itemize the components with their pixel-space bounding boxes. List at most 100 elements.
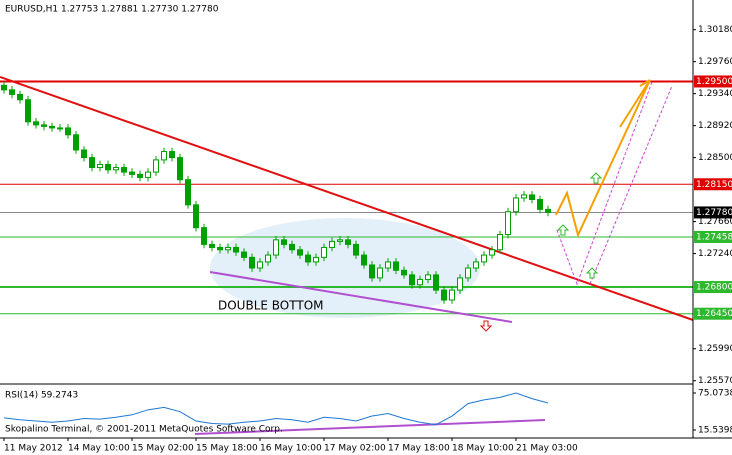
candle-body (89, 157, 95, 169)
candle-body (249, 256, 255, 269)
candle-body (313, 256, 319, 263)
level-label-bg (694, 281, 732, 294)
candle-body (353, 243, 359, 256)
candle-body (257, 261, 263, 269)
candle-body (1, 84, 7, 91)
rsi-tick-label: 75.0738 (698, 389, 732, 399)
candle-body (425, 274, 431, 280)
candle-body (145, 171, 151, 178)
x-tick-label: 15 May 02:00 (132, 444, 194, 454)
candle-body (481, 254, 487, 263)
candle-body (433, 274, 439, 291)
x-tick-label: 11 May 2012 (4, 444, 63, 454)
candles (1, 81, 551, 304)
candle-body (17, 93, 23, 101)
candle-body (281, 239, 287, 245)
candle-body (457, 277, 463, 291)
chart-title: EURUSD,H1 1.27753 1.27881 1.27730 1.2778… (5, 5, 219, 15)
rsi-trendline (194, 419, 546, 435)
candle-body (137, 173, 143, 178)
candle-body (449, 289, 455, 301)
candle-body (377, 267, 383, 279)
candle-body (25, 99, 31, 123)
candle-body (305, 254, 311, 263)
candle-body (513, 197, 519, 213)
trendline (0, 76, 694, 321)
candle-body (545, 208, 551, 213)
y-tick-label: 1.30180 (698, 25, 732, 35)
projection-alt (589, 85, 673, 285)
support-line (209, 271, 513, 323)
candle-body (105, 163, 111, 171)
candle-body (33, 121, 39, 126)
level-label: 1.26800 (696, 283, 732, 293)
annotation: DOUBLE BOTTOM (218, 299, 324, 313)
candle-body (417, 278, 423, 286)
candle-body (241, 251, 247, 258)
candle-body (201, 227, 207, 245)
candle-body (185, 179, 191, 206)
x-tick-label: 17 May 02:00 (324, 444, 386, 454)
candle-body (537, 198, 543, 210)
candle-body (65, 127, 71, 136)
candle-body (153, 159, 159, 173)
x-tick-label: 21 May 03:00 (516, 444, 578, 454)
candle-body (489, 249, 495, 256)
candle-body (289, 243, 295, 251)
level-label: 1.26450 (696, 309, 732, 319)
candle-body (177, 157, 183, 181)
candle-body (57, 127, 63, 130)
x-tick-label: 17 May 18:00 (388, 444, 450, 454)
candle-body (161, 151, 167, 161)
y-tick-label: 1.25570 (698, 376, 732, 386)
candle-body (329, 240, 335, 248)
candle-body (233, 246, 239, 253)
y-tick-label: 1.29760 (698, 57, 732, 67)
down-arrow (479, 320, 493, 332)
candle-body (49, 125, 55, 129)
y-tick-label: 1.28920 (698, 121, 732, 131)
up-arrows (556, 172, 603, 279)
candle-body (297, 249, 303, 256)
candle-body (409, 274, 415, 286)
y-tick-label: 1.29340 (698, 89, 732, 99)
x-tick-label: 18 May 10:00 (452, 444, 514, 454)
candle-body (9, 89, 15, 95)
candle-body (521, 194, 527, 199)
projection-alt (556, 81, 653, 286)
level-label: 1.27458 (696, 232, 732, 242)
price-axis: 1.30180 1.29760 1.29340 1.28920 1.28500 1.276… (693, 25, 732, 386)
candle-body (465, 267, 471, 279)
candle-body (41, 124, 47, 127)
rsi-line (3, 392, 549, 426)
candle-body (385, 261, 391, 269)
level-label-bg (694, 307, 732, 320)
y-tick-label: 1.25990 (698, 344, 732, 354)
rsi-tick-label: 15.5398 (698, 426, 732, 436)
candle-body (497, 234, 503, 251)
candle-body (169, 151, 175, 159)
candle-body (393, 261, 399, 271)
candle-body (209, 243, 215, 248)
rsi-panel: 75.0738 15.5398 (3, 389, 732, 436)
level-label-bg (694, 206, 732, 219)
projection (555, 79, 651, 238)
candle-body (273, 239, 279, 256)
candle-body (473, 261, 479, 269)
candle-body (321, 246, 327, 258)
y-tick-label: 1.27660 (698, 217, 732, 227)
candle-body (225, 246, 231, 251)
candle-body (265, 254, 271, 263)
candle-body (217, 246, 223, 251)
candle-body (361, 254, 367, 266)
level-label-bg (694, 75, 732, 88)
level-label-bg (694, 230, 732, 243)
x-tick-label: 14 May 10:00 (68, 444, 130, 454)
level-label: 1.27780 (696, 208, 732, 218)
candle-body (345, 239, 351, 245)
candle-body (529, 194, 535, 200)
candle-body (97, 163, 103, 169)
level-label: 1.29500 (696, 77, 732, 87)
x-tick-label: 16 May 10:00 (260, 444, 322, 454)
projection-arrow (619, 79, 651, 128)
